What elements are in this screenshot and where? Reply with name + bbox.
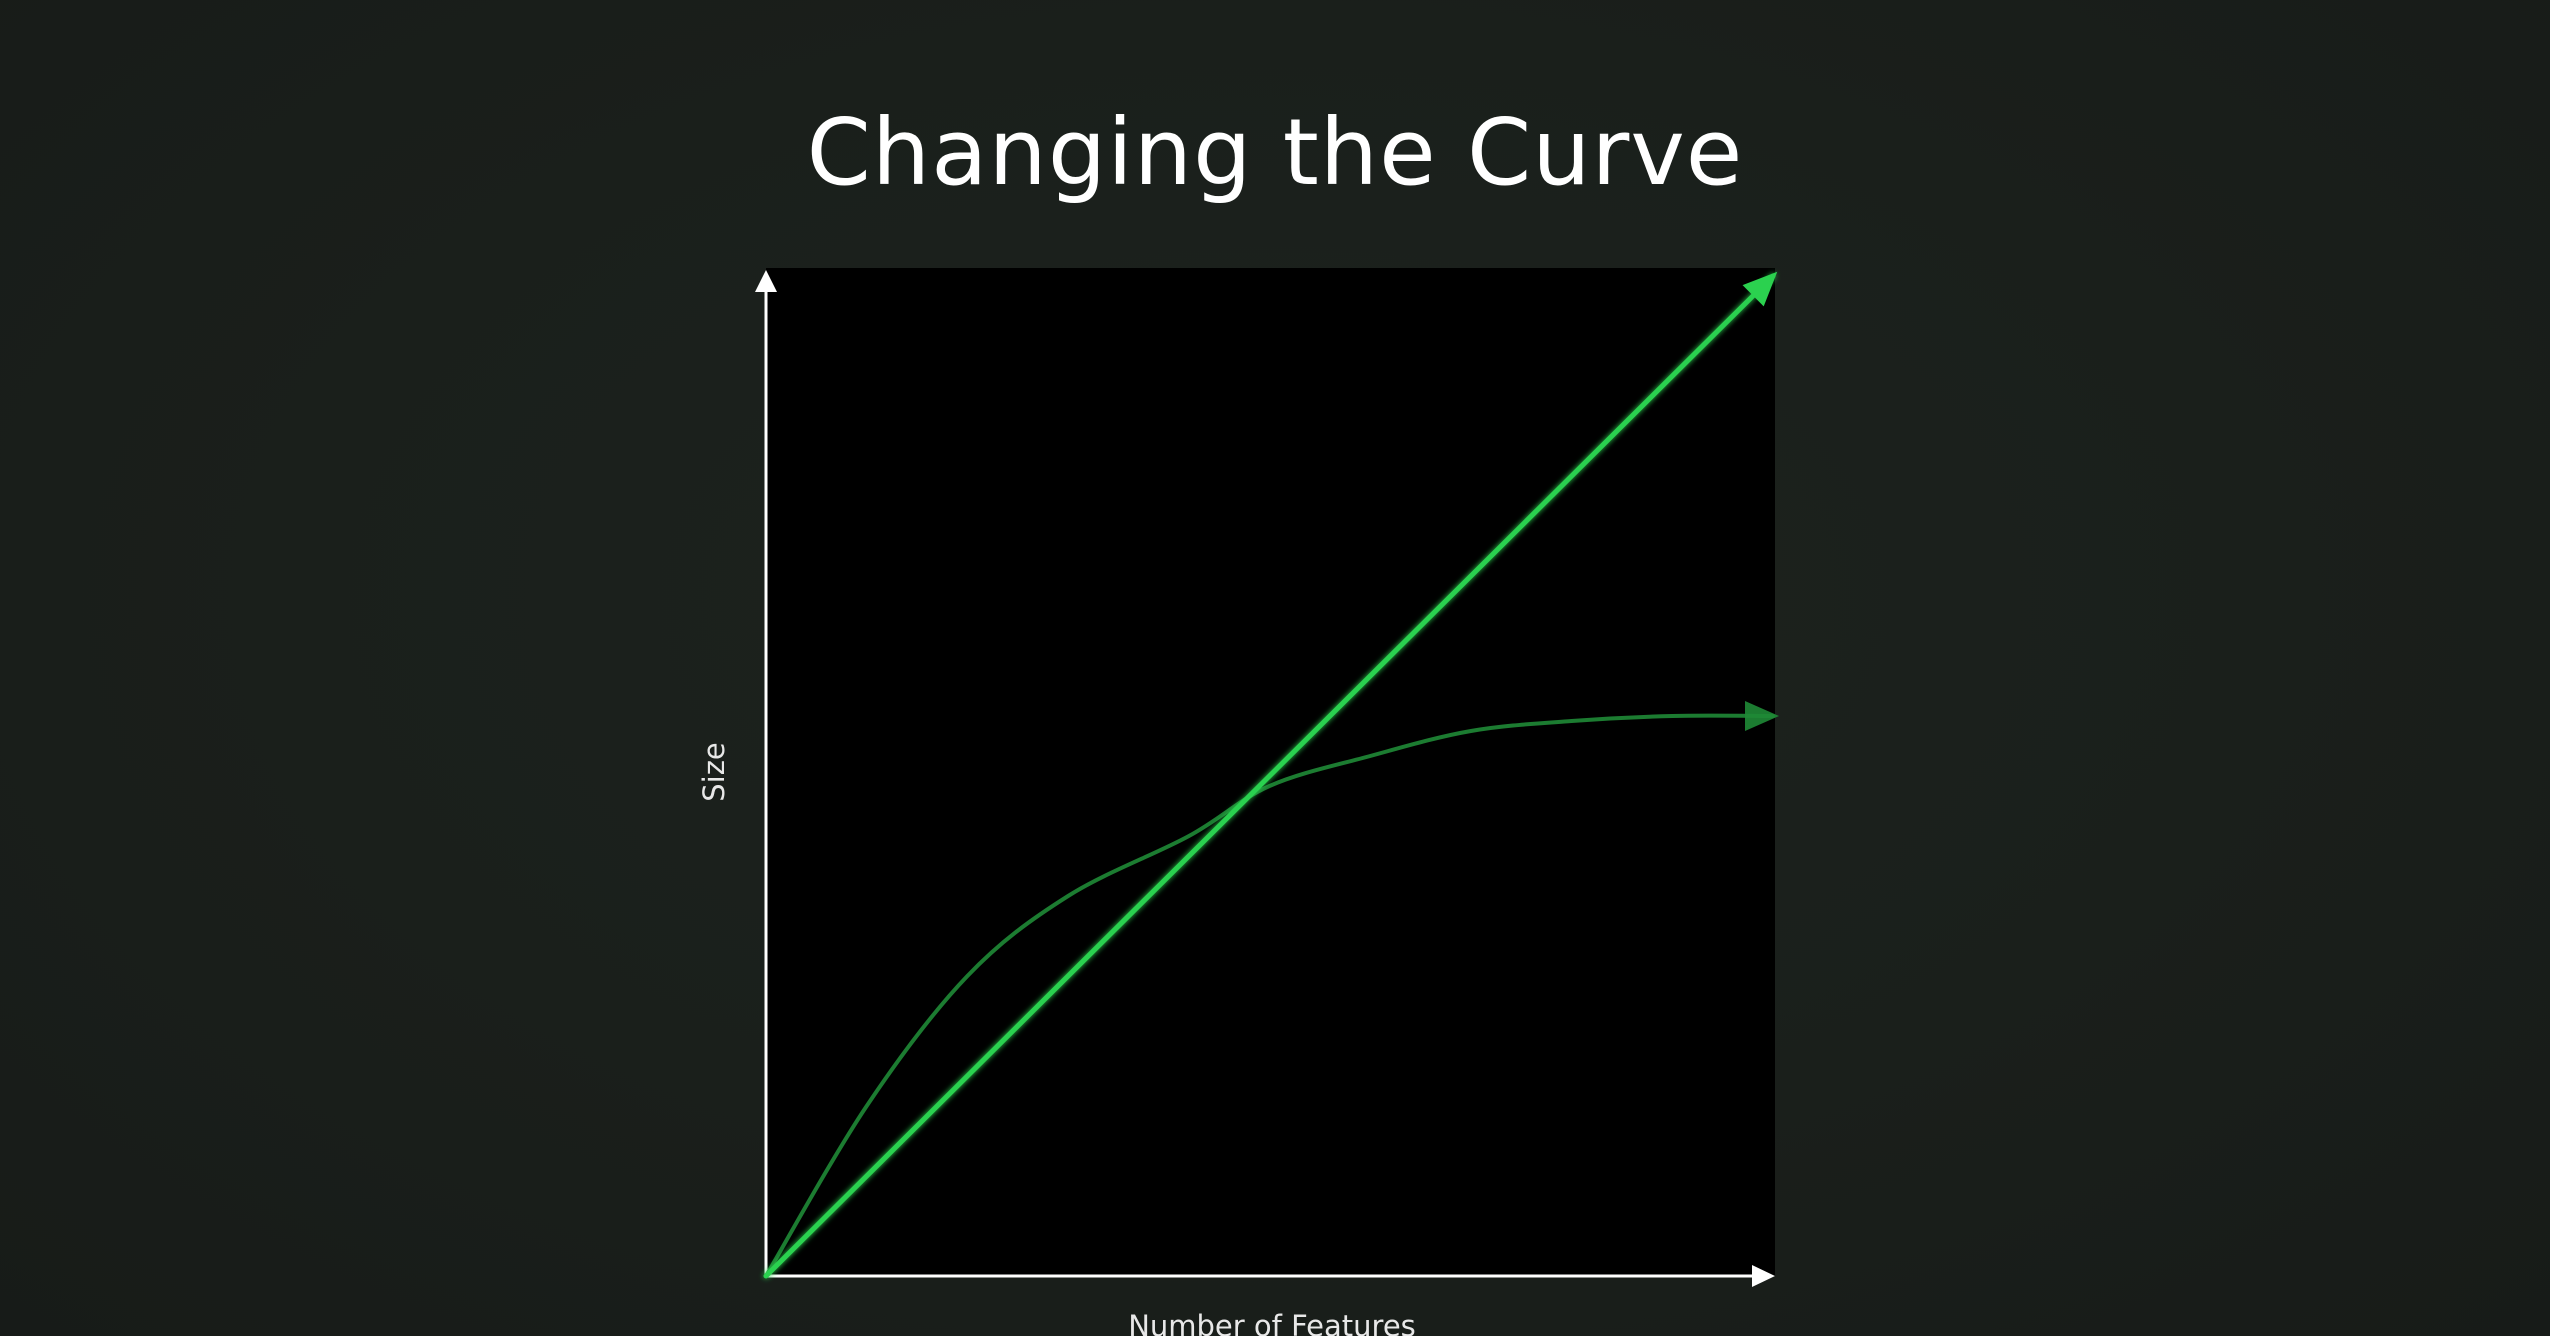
y-axis-label: Size [697,742,731,802]
y-axis-arrowhead [755,270,777,292]
series-arrowhead-linear [1742,271,1778,307]
series-arrowhead-curved [1745,701,1779,731]
x-axis-label: Number of Features [1128,1309,1416,1336]
series-layer [763,271,1779,1279]
series-line-linear [763,273,1776,1279]
x-axis-arrowhead [1752,1265,1775,1287]
slide-title: Changing the Curve [806,99,1744,206]
